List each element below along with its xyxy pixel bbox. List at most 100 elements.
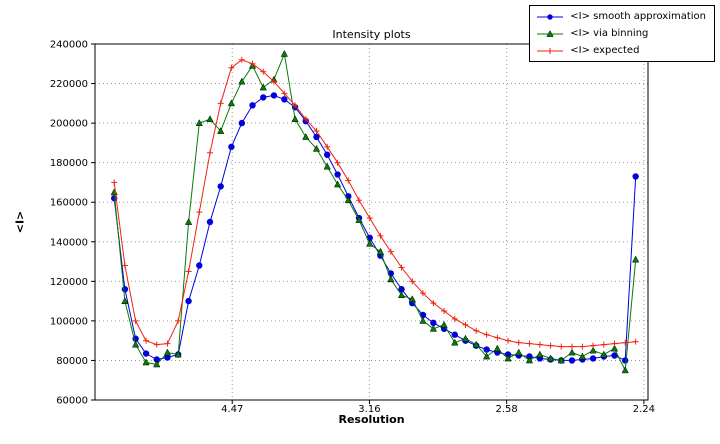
marker [259,83,267,91]
marker [121,297,129,304]
y-tick-label: 240000 [50,40,88,51]
marker [366,239,374,247]
marker [163,348,172,356]
marker [280,49,288,57]
marker [504,354,512,362]
marker [312,144,321,152]
marker [238,119,246,127]
marker [132,340,140,348]
marker [270,92,278,99]
marker [515,348,523,356]
marker [387,275,395,283]
marker [249,102,256,109]
marker [525,356,534,364]
marker [632,173,639,180]
marker [610,344,619,352]
marker [397,291,406,299]
marker [334,171,341,178]
axes-frame [94,43,649,401]
legend: <I> smooth approximation <I> via binning… [529,5,715,62]
marker [472,340,480,348]
legend-item: <I> smooth approximation [535,9,706,24]
marker [557,356,565,364]
marker [142,358,150,366]
marker [440,320,448,328]
marker [313,133,320,141]
marker [430,319,437,327]
legend-sample-smooth-line [537,13,564,20]
marker [217,183,224,190]
marker [281,96,288,103]
legend-label: <I> via binning [570,28,649,39]
marker [185,297,192,305]
marker [164,354,171,361]
marker [323,151,331,158]
legend-item: <I> expected [535,43,706,58]
marker [611,352,618,359]
marker [429,324,438,332]
marker [196,262,203,269]
marker [228,143,235,151]
marker [206,218,214,226]
y-axis-label: <I> [13,210,27,234]
marker [578,352,587,360]
series-plus [111,56,639,350]
legend-item: <I> via binning [535,26,706,41]
series-circle [111,92,639,364]
marker [323,162,331,170]
marker [589,355,597,362]
chart-title: Intensity plots [332,28,411,41]
y-tick-label: 220000 [50,79,88,90]
marker [227,99,236,107]
marker [451,338,459,346]
y-tick-label: 100000 [50,316,88,327]
marker [333,180,342,188]
x-axis-label: Resolution [338,413,405,426]
series-line [113,52,637,373]
marker [217,127,225,134]
marker [184,218,193,225]
y-tick-label: 200000 [50,119,88,130]
marker [483,346,490,353]
marker [195,119,203,126]
legend-sample-binning-line [537,29,564,37]
y-tick-label: 60000 [56,396,88,407]
marker [461,334,470,342]
marker [621,366,629,374]
marker [291,115,299,123]
marker [238,77,246,85]
series-line [113,59,636,348]
marker [344,196,352,204]
y-tick-label: 160000 [50,198,88,209]
marker [110,188,118,196]
x-tick-label: 2.24 [633,404,655,415]
series-line [113,94,637,362]
marker [568,357,576,364]
marker [408,295,416,302]
marker [600,350,608,358]
marker [451,331,458,338]
marker [568,348,576,356]
marker [546,354,555,362]
x-tick-label: 3.16 [358,404,380,415]
marker [536,350,544,358]
x-tick-label: 2.58 [496,404,518,415]
marker [142,350,150,357]
series-triangle-up [110,49,640,374]
marker [632,255,640,263]
y-tick-label: 120000 [50,277,88,288]
marker [260,94,267,101]
x-tick-label: 4.47 [221,404,243,415]
marker [355,216,363,223]
marker [493,344,501,352]
marker [483,352,491,360]
marker [206,115,214,123]
legend-sample-expected-line [537,47,564,54]
marker [121,286,129,293]
y-tick-label: 140000 [50,237,88,248]
marker [174,350,182,358]
marker [589,346,597,354]
marker [376,247,385,255]
